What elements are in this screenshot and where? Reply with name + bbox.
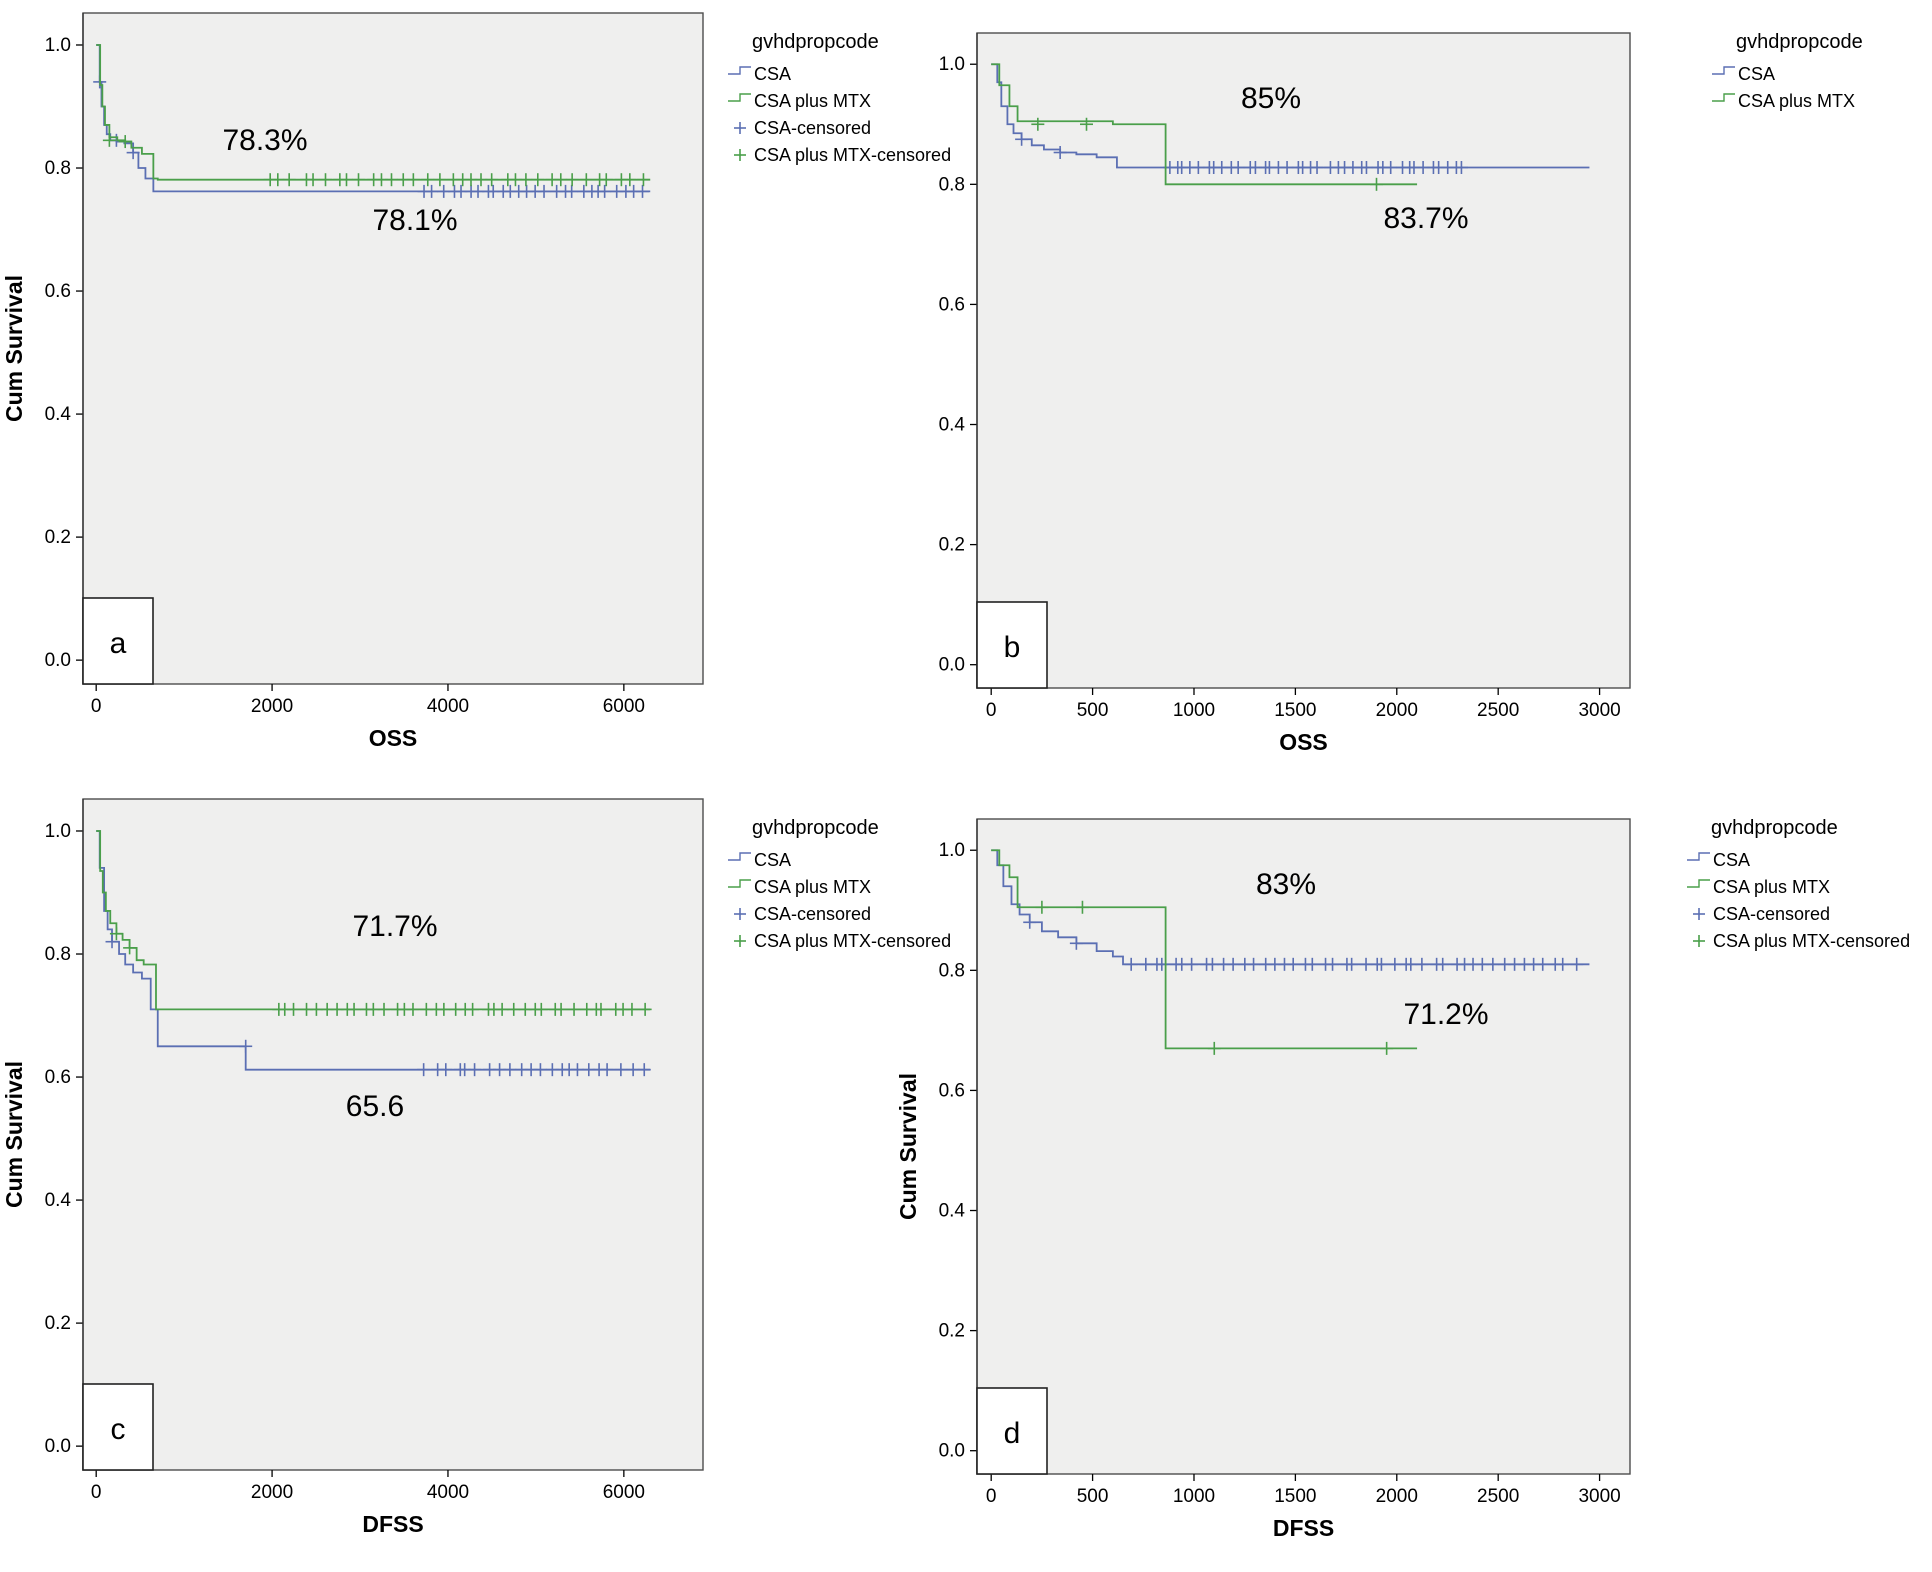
svg-text:0.0: 0.0 — [45, 1436, 71, 1457]
svg-text:83.7%: 83.7% — [1383, 202, 1468, 235]
svg-text:0.4: 0.4 — [45, 1190, 72, 1211]
svg-text:1500: 1500 — [1274, 700, 1316, 721]
svg-text:0.8: 0.8 — [939, 960, 965, 981]
svg-text:1000: 1000 — [1173, 1486, 1215, 1507]
svg-text:0.6: 0.6 — [45, 281, 71, 302]
svg-text:0.2: 0.2 — [45, 527, 71, 548]
svg-text:0.0: 0.0 — [939, 655, 965, 676]
svg-text:0.2: 0.2 — [939, 1321, 965, 1342]
svg-text:0.2: 0.2 — [45, 1313, 71, 1334]
svg-text:1.0: 1.0 — [939, 840, 965, 861]
svg-text:2000: 2000 — [1376, 700, 1418, 721]
svg-text:CSA: CSA — [1738, 64, 1775, 84]
svg-text:1.0: 1.0 — [939, 54, 965, 75]
svg-text:3000: 3000 — [1578, 700, 1620, 721]
svg-text:a: a — [110, 627, 127, 660]
svg-text:CSA plus MTX: CSA plus MTX — [754, 877, 871, 897]
svg-text:6000: 6000 — [603, 696, 645, 717]
svg-text:Cum Survival: Cum Survival — [1, 275, 27, 422]
svg-text:CSA: CSA — [754, 64, 791, 84]
svg-text:1.0: 1.0 — [45, 35, 71, 56]
svg-text:0.2: 0.2 — [939, 535, 965, 556]
svg-text:0: 0 — [91, 1482, 102, 1503]
svg-text:0.8: 0.8 — [45, 158, 71, 179]
svg-text:2000: 2000 — [251, 696, 293, 717]
svg-text:Cum Survival: Cum Survival — [895, 1073, 921, 1220]
svg-text:85%: 85% — [1241, 82, 1301, 115]
svg-text:0.0: 0.0 — [939, 1441, 965, 1462]
svg-text:CSA-censored: CSA-censored — [754, 904, 871, 924]
svg-text:0.6: 0.6 — [939, 294, 965, 315]
svg-text:gvhdpropcode: gvhdpropcode — [752, 817, 879, 839]
svg-text:1000: 1000 — [1173, 700, 1215, 721]
svg-text:CSA-censored: CSA-censored — [1713, 904, 1830, 924]
svg-text:CSA plus MTX: CSA plus MTX — [1713, 877, 1830, 897]
svg-text:DFSS: DFSS — [1273, 1515, 1334, 1541]
svg-text:OSS: OSS — [369, 725, 418, 751]
svg-text:500: 500 — [1077, 1486, 1109, 1507]
svg-text:4000: 4000 — [427, 696, 469, 717]
svg-text:1500: 1500 — [1274, 1486, 1316, 1507]
svg-text:78.3%: 78.3% — [222, 124, 307, 157]
svg-text:Cum Survival: Cum Survival — [1, 1061, 27, 1208]
svg-text:2000: 2000 — [251, 1482, 293, 1503]
svg-text:CSA plus MTX-censored: CSA plus MTX-censored — [754, 931, 951, 951]
svg-text:0.0: 0.0 — [45, 650, 71, 671]
svg-text:c: c — [111, 1413, 126, 1446]
svg-text:0.8: 0.8 — [939, 174, 965, 195]
svg-text:2500: 2500 — [1477, 1486, 1519, 1507]
svg-text:CSA-censored: CSA-censored — [754, 118, 871, 138]
svg-text:0: 0 — [986, 700, 997, 721]
svg-text:0.6: 0.6 — [45, 1067, 71, 1088]
svg-text:CSA plus MTX: CSA plus MTX — [1738, 91, 1855, 111]
svg-text:CSA: CSA — [1713, 850, 1750, 870]
svg-text:d: d — [1004, 1417, 1021, 1450]
svg-text:gvhdpropcode: gvhdpropcode — [1711, 817, 1838, 839]
svg-text:gvhdpropcode: gvhdpropcode — [1736, 31, 1863, 53]
svg-text:65.6: 65.6 — [346, 1090, 404, 1123]
svg-text:0.4: 0.4 — [45, 404, 72, 425]
svg-text:4000: 4000 — [427, 1482, 469, 1503]
svg-text:DFSS: DFSS — [362, 1511, 423, 1537]
svg-text:OSS: OSS — [1279, 729, 1328, 755]
svg-text:0.4: 0.4 — [939, 415, 966, 436]
svg-text:0: 0 — [986, 1486, 997, 1507]
svg-text:2500: 2500 — [1477, 700, 1519, 721]
svg-text:500: 500 — [1077, 700, 1109, 721]
svg-text:0.6: 0.6 — [939, 1080, 965, 1101]
svg-text:0.4: 0.4 — [939, 1201, 966, 1222]
svg-text:0: 0 — [91, 696, 102, 717]
svg-text:1.0: 1.0 — [45, 821, 71, 842]
svg-text:0.8: 0.8 — [45, 944, 71, 965]
svg-text:CSA plus MTX-censored: CSA plus MTX-censored — [1713, 931, 1910, 951]
svg-text:3000: 3000 — [1578, 1486, 1620, 1507]
svg-text:2000: 2000 — [1376, 1486, 1418, 1507]
svg-text:71.7%: 71.7% — [352, 910, 437, 943]
svg-text:6000: 6000 — [603, 1482, 645, 1503]
svg-text:71.2%: 71.2% — [1403, 998, 1488, 1031]
svg-text:b: b — [1004, 631, 1021, 664]
svg-text:83%: 83% — [1256, 868, 1316, 901]
svg-text:CSA: CSA — [754, 850, 791, 870]
svg-text:CSA plus MTX-censored: CSA plus MTX-censored — [754, 145, 951, 165]
svg-text:gvhdpropcode: gvhdpropcode — [752, 31, 879, 53]
svg-text:CSA plus MTX: CSA plus MTX — [754, 91, 871, 111]
svg-text:78.1%: 78.1% — [372, 204, 457, 237]
